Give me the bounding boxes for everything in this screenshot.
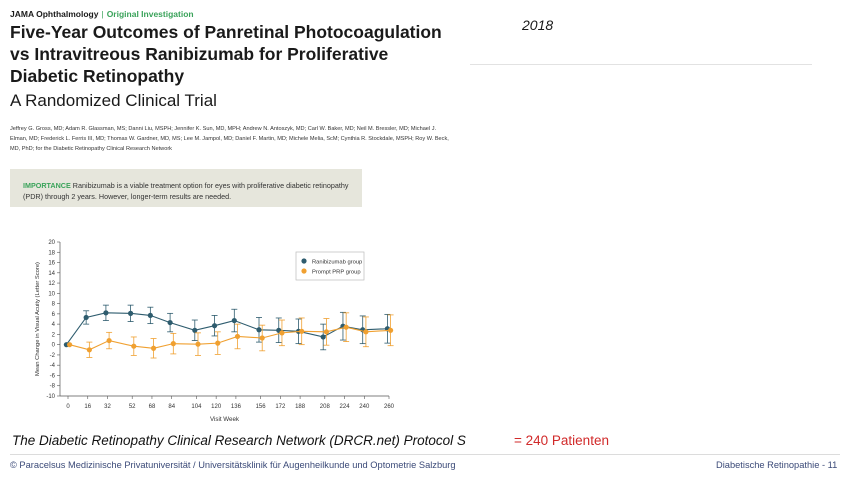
data-point (279, 330, 285, 336)
data-point (103, 310, 109, 316)
x-tick-label: 172 (275, 404, 286, 410)
chart-series (63, 304, 394, 359)
x-tick-label: 32 (104, 404, 111, 410)
data-point (131, 343, 137, 349)
legend-label-ranibizumab: Ranibizumab group (312, 260, 362, 266)
series-prp (67, 312, 394, 359)
data-point (259, 335, 265, 341)
x-tick-label: 120 (211, 404, 222, 410)
legend-frame (295, 251, 365, 281)
data-point (67, 342, 73, 348)
data-point (192, 327, 198, 333)
footer-copyright: © Paracelsus Medizinische Privatuniversi… (10, 460, 456, 470)
legend-marker-prp (301, 268, 307, 274)
y-tick-label: -10 (46, 394, 55, 400)
data-point (234, 333, 241, 340)
data-point (128, 310, 134, 316)
data-point (388, 327, 394, 333)
publication-year: 2018 (522, 17, 554, 33)
y-tick-label: 10 (48, 291, 55, 297)
series-line (65, 312, 388, 345)
series-line (69, 326, 391, 351)
y-tick-label: 4 (52, 322, 56, 328)
y-tick-label: -4 (50, 363, 56, 369)
series-ranibizumab (63, 304, 391, 351)
data-point (343, 324, 349, 330)
data-point (170, 341, 176, 347)
y-tick-label: 12 (48, 281, 55, 287)
data-point (86, 347, 92, 353)
importance-box: IMPORTANCE Ranibizumab is a viable treat… (10, 169, 362, 207)
y-tick-label: 14 (48, 271, 55, 277)
x-tick-label: 16 (84, 404, 91, 410)
y-tick-label: 20 (48, 240, 55, 246)
y-tick-label: 18 (48, 250, 55, 256)
journal-section: Original Investigation (106, 9, 194, 19)
x-tick-label: 260 (384, 404, 395, 410)
y-tick-label: 8 (52, 302, 56, 308)
author-list: Jeffrey G. Gross, MD; Adam R. Glassman, … (10, 126, 449, 152)
x-tick-label: 208 (320, 404, 331, 410)
y-tick-label: 6 (52, 312, 56, 318)
journal-header: JAMA Ophthalmology | Original Investigatio… (10, 9, 194, 19)
y-tick-label: 0 (52, 343, 56, 349)
x-tick-label: 240 (359, 404, 370, 410)
x-tick-label: 104 (191, 404, 202, 410)
paper-title: Five-Year Outcomes of Panretinal Photoco… (10, 22, 442, 86)
x-tick-label: 224 (340, 404, 351, 410)
legend-marker-ranibizumab (301, 258, 307, 264)
journal-separator: | (101, 9, 104, 19)
importance-text: Ranibizumab is a viable treatment option… (23, 181, 349, 201)
y-tick-label: 16 (48, 261, 55, 267)
data-point (363, 329, 369, 335)
patient-count: = 240 Patienten (514, 433, 609, 448)
data-point (256, 327, 262, 333)
data-point (167, 319, 173, 326)
x-tick-label: 0 (66, 404, 70, 410)
y-tick-label: 2 (52, 332, 56, 338)
footer-slide-number: Diabetische Retinopathie - 11 (716, 460, 838, 470)
x-tick-label: 84 (168, 404, 175, 410)
y-axis-label: Mean Change in Visual Acuity (Letter Sco… (35, 262, 41, 376)
chart-legend: Ranibizumab group Prompt PRP group (295, 251, 365, 281)
data-point (231, 317, 237, 324)
data-point (147, 312, 153, 319)
y-tick-label: -6 (50, 373, 56, 379)
legend-label-prp: Prompt PRP group (312, 270, 361, 276)
data-point (83, 314, 89, 321)
paper-subtitle: A Randomized Clinical Trial (10, 91, 217, 110)
y-tick-label: -8 (50, 384, 56, 390)
divider-line (470, 64, 812, 65)
x-axis-label: Visit Week (210, 416, 240, 423)
data-point (150, 345, 157, 351)
data-point (215, 340, 221, 346)
x-tick-label: 136 (231, 404, 242, 410)
x-tick-label: 52 (129, 404, 136, 410)
data-point (323, 329, 329, 335)
importance-label: IMPORTANCE (23, 181, 71, 190)
x-tick-label: 188 (295, 404, 306, 410)
y-tick-label: -2 (50, 353, 56, 359)
x-tick-label: 156 (256, 404, 267, 410)
data-point (106, 337, 112, 344)
study-caption: The Diabetic Retinopathy Clinical Resear… (12, 433, 466, 448)
data-point (299, 328, 305, 334)
journal-name: JAMA Ophthalmology (10, 9, 99, 19)
footer-divider (10, 454, 840, 455)
data-point (195, 341, 201, 347)
x-tick-label: 68 (149, 404, 156, 410)
data-point (211, 323, 218, 329)
data-point (320, 334, 326, 340)
